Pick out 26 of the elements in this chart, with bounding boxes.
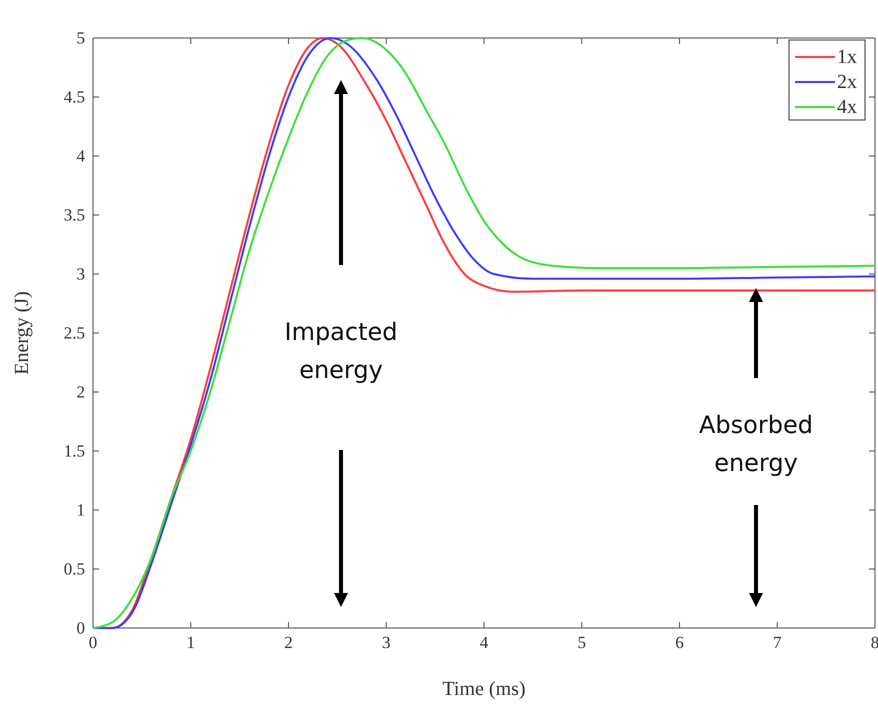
legend-label: 4x xyxy=(837,96,857,118)
y-tick-label: 4 xyxy=(76,146,86,166)
y-tick-label: 3 xyxy=(76,264,85,284)
y-tick-label: 2 xyxy=(76,382,85,402)
x-tick-label: 3 xyxy=(382,633,390,652)
x-tick-label: 0 xyxy=(88,633,98,652)
legend-label: 1x xyxy=(837,46,857,68)
x-tick-label: 6 xyxy=(675,633,684,652)
y-axis-title: Energy (J) xyxy=(11,291,33,375)
y-tick-label: 4.5 xyxy=(64,87,85,106)
y-tick-label: 3.5 xyxy=(64,205,85,224)
y-tick-label: 1.5 xyxy=(64,441,85,460)
x-axis-title: Time (ms) xyxy=(442,678,526,700)
x-tick-label: 7 xyxy=(773,633,782,652)
annotation: Impacted energy xyxy=(284,318,398,384)
y-tick-label: 2.5 xyxy=(64,323,85,342)
y-tick-label: 0.5 xyxy=(64,559,85,578)
y-tick-label: 0 xyxy=(76,618,85,638)
x-tick-label: 1 xyxy=(186,633,195,652)
x-tick-label: 2 xyxy=(284,633,293,652)
y-tick-label: 1 xyxy=(76,500,85,520)
x-tick-label: 4 xyxy=(480,633,489,652)
x-tick-label: 5 xyxy=(578,633,586,652)
y-tick-label: 5 xyxy=(76,28,85,48)
annotation: Absorbed energy xyxy=(699,411,813,477)
legend-label: 2x xyxy=(837,71,857,93)
